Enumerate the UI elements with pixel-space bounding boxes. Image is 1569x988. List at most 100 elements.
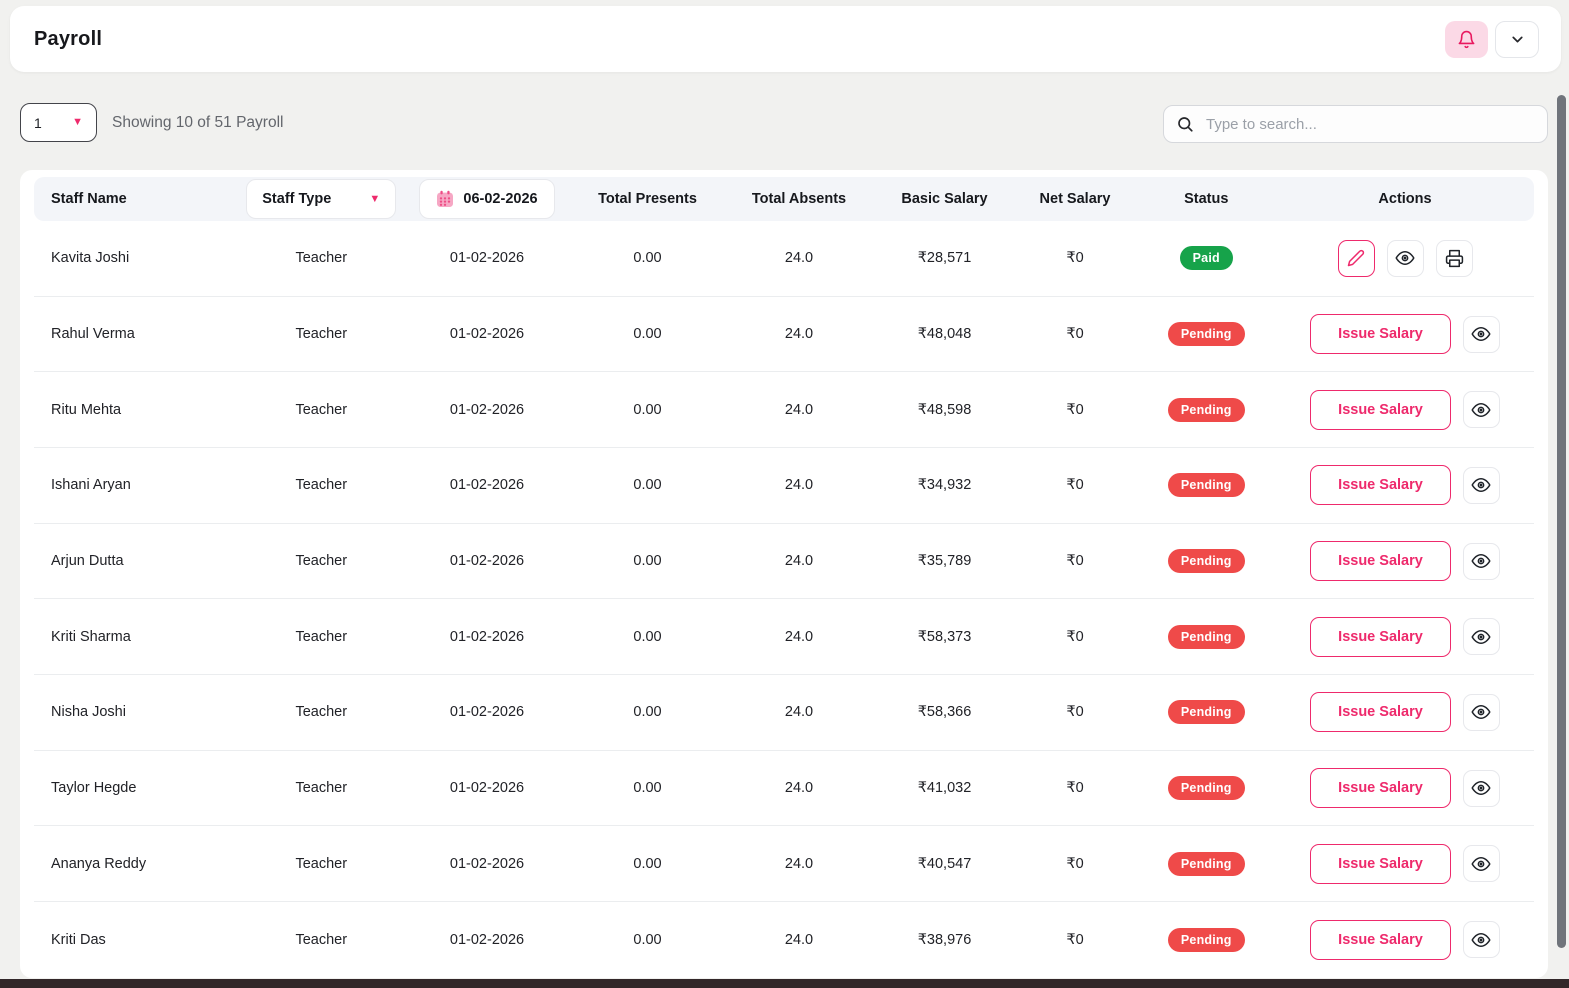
- total-presents-cell: 0.00: [633, 326, 662, 342]
- table-row: Ritu Mehta Teacher 01-02-2026 0.00 24.0 …: [34, 372, 1534, 449]
- total-absents-cell: 24.0: [784, 250, 814, 267]
- staff-name-cell: Ishani Aryan: [51, 477, 131, 494]
- issue-salary-button[interactable]: Issue Salary: [1310, 314, 1451, 354]
- search-box: [1163, 105, 1548, 143]
- eye-icon: [1471, 854, 1491, 874]
- view-payroll-button[interactable]: [1462, 391, 1500, 429]
- actions-cell: Issue Salary: [1276, 616, 1534, 657]
- view-payroll-button[interactable]: [1462, 921, 1500, 959]
- date-cell: 01-02-2026: [449, 855, 525, 872]
- staff-type-cell: Teacher: [295, 401, 348, 418]
- issue-salary-button[interactable]: Issue Salary: [1310, 616, 1451, 657]
- issue-salary-label: Issue Salary: [1338, 931, 1423, 948]
- col-status: Status: [1184, 191, 1229, 207]
- total-absents-cell: 24.0: [784, 780, 814, 797]
- issue-salary-button[interactable]: Issue Salary: [1310, 919, 1451, 960]
- view-payroll-button[interactable]: [1462, 315, 1500, 353]
- issue-salary-button[interactable]: Issue Salary: [1310, 768, 1451, 809]
- staff-name-cell: Nisha Joshi: [51, 704, 126, 721]
- staff-name-cell: Kriti Das: [51, 931, 106, 948]
- view-payroll-button[interactable]: [1386, 239, 1424, 277]
- total-absents-cell: 24.0: [784, 326, 814, 342]
- net-salary-cell: ₹0: [1066, 250, 1084, 267]
- date-cell: 01-02-2026: [449, 780, 525, 797]
- total-presents-cell: 0.00: [633, 401, 662, 418]
- status-cell: Pending: [1137, 851, 1277, 876]
- issue-salary-button[interactable]: Issue Salary: [1310, 843, 1451, 884]
- status-cell: Pending: [1137, 322, 1277, 346]
- view-payroll-button[interactable]: [1462, 769, 1500, 807]
- search-input[interactable]: [1204, 114, 1535, 134]
- showing-count-text: Showing 10 of 51 Payroll: [112, 114, 284, 131]
- eye-icon: [1471, 324, 1491, 344]
- issue-salary-button[interactable]: Issue Salary: [1310, 465, 1451, 506]
- col-total-absents: Total Absents: [751, 191, 847, 207]
- staff-type-cell: Teacher: [295, 704, 348, 721]
- table-row: Taylor Hegde Teacher 01-02-2026 0.00 24.…: [34, 751, 1534, 827]
- print-payroll-button[interactable]: [1435, 239, 1473, 277]
- issue-salary-label: Issue Salary: [1338, 628, 1423, 645]
- table-body: Kavita Joshi Teacher 01-02-2026 0.00 24.…: [34, 221, 1534, 978]
- edit-payroll-button[interactable]: [1337, 239, 1375, 277]
- printer-icon: [1445, 249, 1464, 268]
- col-staff-type: Staff Type ▼: [241, 179, 402, 219]
- issue-salary-button[interactable]: Issue Salary: [1310, 541, 1451, 582]
- chevron-down-icon: ▼: [72, 116, 83, 128]
- view-payroll-button[interactable]: [1462, 845, 1500, 883]
- status-cell: Paid: [1137, 246, 1277, 271]
- account-dropdown-button[interactable]: [1495, 20, 1539, 58]
- staff-name-cell: Ananya Reddy: [51, 855, 147, 872]
- chevron-down-icon: ▼: [369, 192, 381, 205]
- actions-cell: Issue Salary: [1276, 692, 1534, 733]
- staff-type-cell: Teacher: [295, 250, 348, 267]
- calendar-icon: [436, 190, 454, 208]
- eye-icon: [1471, 930, 1491, 950]
- table-row: Nisha Joshi Teacher 01-02-2026 0.00 24.0…: [34, 675, 1534, 751]
- col-basic-salary: Basic Salary: [901, 191, 988, 207]
- view-payroll-button[interactable]: [1462, 618, 1500, 656]
- issue-salary-label: Issue Salary: [1338, 780, 1423, 797]
- status-badge: Pending: [1167, 927, 1245, 952]
- issue-salary-label: Issue Salary: [1338, 855, 1423, 872]
- vertical-scrollbar-thumb[interactable]: [1557, 95, 1566, 948]
- horizontal-scrollbar[interactable]: [0, 979, 1569, 988]
- page-select[interactable]: 1 ▼: [20, 103, 97, 142]
- total-absents-cell: 24.0: [784, 553, 814, 570]
- status-badge: Pending: [1167, 322, 1245, 346]
- basic-salary-cell: ₹34,932: [917, 477, 972, 494]
- view-payroll-button[interactable]: [1462, 693, 1500, 731]
- pencil-icon: [1347, 249, 1365, 267]
- status-cell: Pending: [1137, 624, 1277, 649]
- table-row: Kavita Joshi Teacher 01-02-2026 0.00 24.…: [34, 221, 1534, 297]
- total-absents-cell: 24.0: [784, 477, 814, 494]
- net-salary-cell: ₹0: [1066, 401, 1084, 418]
- total-presents-cell: 0.00: [633, 477, 662, 494]
- notifications-button[interactable]: [1445, 20, 1488, 58]
- net-salary-cell: ₹0: [1066, 931, 1084, 948]
- staff-type-filter-label: Staff Type: [262, 191, 332, 207]
- date-cell: 01-02-2026: [449, 401, 525, 418]
- status-cell: Pending: [1137, 927, 1277, 952]
- view-payroll-button[interactable]: [1462, 466, 1500, 504]
- view-payroll-button[interactable]: [1462, 542, 1500, 580]
- bell-icon: [1457, 30, 1476, 49]
- col-total-presents: Total Presents: [598, 191, 697, 207]
- eye-icon: [1471, 551, 1491, 571]
- net-salary-cell: ₹0: [1066, 855, 1084, 872]
- basic-salary-cell: ₹35,789: [917, 553, 972, 570]
- table-row: Kriti Das Teacher 01-02-2026 0.00 24.0 ₹…: [34, 902, 1534, 978]
- date-filter[interactable]: 06-02-2026: [419, 179, 555, 219]
- staff-name-cell: Rahul Verma: [51, 326, 135, 342]
- issue-salary-button[interactable]: Issue Salary: [1310, 389, 1451, 430]
- basic-salary-cell: ₹38,976: [917, 931, 972, 948]
- basic-salary-cell: ₹28,571: [917, 250, 972, 267]
- payroll-table: Staff Name Staff Type ▼: [20, 170, 1548, 978]
- net-salary-cell: ₹0: [1066, 326, 1084, 342]
- total-presents-cell: 0.00: [633, 855, 662, 872]
- total-absents-cell: 24.0: [784, 401, 814, 418]
- col-net-salary: Net Salary: [1039, 191, 1111, 207]
- issue-salary-button[interactable]: Issue Salary: [1310, 692, 1451, 733]
- actions-cell: Issue Salary: [1276, 465, 1534, 506]
- table-header-row: Staff Name Staff Type ▼: [34, 177, 1534, 221]
- staff-type-filter[interactable]: Staff Type ▼: [246, 179, 397, 219]
